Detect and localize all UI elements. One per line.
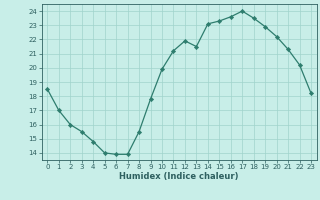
X-axis label: Humidex (Indice chaleur): Humidex (Indice chaleur) [119, 172, 239, 181]
